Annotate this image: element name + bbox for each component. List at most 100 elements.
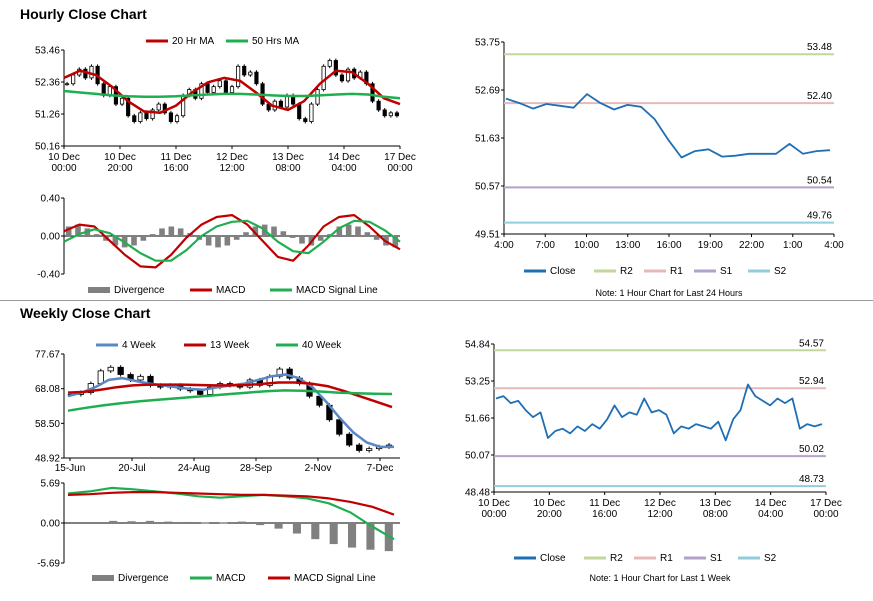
weekly-price-xtick-label: 2-Nov: [305, 463, 332, 474]
weekly-close-xtick-label: 11 Dec 16:00: [589, 498, 620, 520]
hourly-close-xtick-label: 4:00: [494, 240, 514, 251]
weekly-macd-series-ma_red: [67, 491, 395, 516]
weekly-price-candle-body: [107, 366, 114, 372]
hourly-close-legend-close-label: Close: [550, 266, 576, 277]
hourly-macd-divergence-bar: [205, 236, 212, 246]
hourly-price-candle-body: [248, 71, 253, 76]
hourly-price-candle-body: [297, 103, 302, 120]
hourly-macd-series-ma_green: [63, 219, 401, 262]
weekly-close-xtick-label: 12 Dec 12:00: [644, 498, 676, 520]
hourly-price-candle-body: [327, 60, 332, 67]
weekly-close-level-label-r1: 52.94: [799, 376, 824, 387]
weekly-macd-divergence-bar: [237, 521, 246, 523]
hourly-macd-series-ma_red: [63, 214, 401, 269]
hourly-close-ytick-label: 51.63: [475, 134, 500, 145]
hourly-price-candle-body: [388, 112, 393, 117]
hourly-price-candle-body: [132, 115, 137, 122]
hourly-price-legend-20hr-label: 20 Hr MA: [172, 36, 215, 47]
hourly-price-candle-body: [309, 103, 314, 122]
hourly-close-ytick-label: 49.51: [475, 230, 500, 241]
hourly-price-candle-body: [315, 89, 320, 105]
hourly-close-xtick-label: 16:00: [656, 240, 681, 251]
hourly-price-legend-50hr-label: 50 Hrs MA: [252, 36, 300, 47]
weekly-price-ytick-label: 58.50: [35, 419, 60, 430]
hourly-price-candle-body: [150, 109, 155, 120]
hourly-macd-divergence-bar: [299, 236, 305, 244]
weekly-price-candle-body: [366, 448, 373, 451]
hourly-price-candle-body: [138, 112, 143, 122]
hourly-price-ytick-label: 50.16: [35, 142, 60, 153]
hourly-price-candle-body: [242, 65, 247, 76]
weekly-close-legend-r2-label: R2: [610, 553, 623, 564]
hourly-price-candle-body: [376, 100, 381, 111]
hourly-macd-divergence-bar: [355, 226, 361, 236]
hourly-close-close-line: [505, 93, 831, 159]
weekly-price-xtick-label: 7-Dec: [367, 463, 394, 474]
hourly-price-candle-body: [205, 83, 210, 93]
weekly-price-series-ma_green: [67, 389, 393, 412]
hourly-macd-divergence-bar: [131, 236, 137, 246]
weekly-price-series-ma_red: [67, 381, 393, 409]
weekly-price-xtick-label: 15-Jun: [55, 463, 86, 474]
hourly-section-title: Hourly Close Chart: [20, 6, 147, 22]
weekly-macd-legend-divergence-label: Divergence: [118, 573, 169, 584]
hourly-macd-legend-divergence-label: Divergence: [114, 285, 165, 296]
weekly-macd-divergence-bar: [292, 523, 301, 534]
hourly-macd-ytick-label: 0.00: [41, 232, 61, 243]
hourly-price-xtick-label: 12 Dec 12:00: [216, 152, 248, 174]
weekly-price-candle-body: [356, 444, 363, 451]
weekly-close-legend-close-label: Close: [540, 553, 566, 564]
hourly-price-candle-body: [345, 68, 351, 82]
hourly-close-ytick-label: 50.57: [475, 182, 500, 193]
hourly-price-candle-body: [339, 74, 345, 82]
hourly-price-candle-body: [229, 86, 235, 93]
hourly-price-candle-body: [162, 103, 167, 114]
hourly-close-ytick-label: 53.75: [475, 38, 500, 49]
hourly-close-legend-s2-label: S2: [774, 266, 787, 277]
hourly-close-level-label-s2: 49.76: [807, 211, 832, 222]
weekly-close-xtick-label: 10 Dec 00:00: [478, 498, 510, 520]
hourly-close-xtick-label: 13:00: [615, 240, 640, 251]
weekly-close-level-label-s1: 50.02: [799, 444, 824, 455]
hourly-price-candle-body: [321, 65, 326, 90]
hourly-price-ytick-label: 53.46: [35, 46, 60, 57]
hourly-close-level-label-s1: 50.54: [807, 175, 832, 186]
weekly-macd-ytick-label: 5.69: [41, 479, 61, 490]
hourly-macd-divergence-bar: [149, 234, 156, 236]
hourly-macd-divergence-bar: [336, 226, 343, 236]
weekly-macd-legend-macd-label: MACD: [216, 573, 245, 584]
hourly-macd-ytick-label: 0.40: [41, 194, 61, 205]
hourly-price-xtick-label: 13 Dec 08:00: [272, 152, 304, 174]
hourly-macd-divergence-bar: [233, 236, 240, 240]
hourly-close-xtick-label: 22:00: [739, 240, 764, 251]
hourly-price-candle-body: [382, 109, 387, 117]
weekly-price-ytick-label: 68.08: [35, 384, 60, 395]
weekly-price-candle-body: [346, 433, 353, 446]
hourly-close-legend-r1-label: R1: [670, 266, 683, 277]
hourly-price-candle-body: [71, 74, 76, 85]
hourly-price-candle-body: [394, 112, 400, 117]
hourly-price-candle-body: [223, 80, 228, 93]
weekly-price-candle-body: [137, 375, 144, 381]
hourly-macd-divergence-bar: [271, 226, 277, 236]
hourly-close-xtick-label: 4:00: [824, 240, 844, 251]
weekly-macd-divergence-bar: [348, 523, 357, 548]
weekly-price-xtick-label: 20-Jul: [118, 463, 145, 474]
hourly-price-candle-body: [199, 83, 204, 99]
hourly-macd-divergence-bar: [112, 236, 119, 246]
weekly-close-close-line: [495, 383, 823, 442]
weekly-price-legend-4wk-label: 4 Week: [122, 340, 157, 351]
weekly-close-ytick-label: 54.84: [465, 340, 490, 351]
weekly-close-level-label-s2: 48.73: [799, 474, 824, 485]
weekly-price-candle-body: [336, 419, 343, 435]
weekly-price-ytick-label: 48.92: [35, 454, 60, 465]
hourly-price-xtick-label: 14 Dec 04:00: [328, 152, 360, 174]
weekly-close-legend-s1-label: S1: [710, 553, 723, 564]
weekly-macd-divergence-bar: [219, 522, 228, 524]
hourly-macd-divergence-bar: [140, 236, 147, 241]
hourly-close-note: Note: 1 Hour Chart for Last 24 Hours: [595, 288, 743, 298]
hourly-price-candle-body: [278, 100, 283, 108]
weekly-close-legend-r1-label: R1: [660, 553, 673, 564]
weekly-macd-legend-divergence-swatch: [92, 575, 114, 581]
hourly-price-candle-body: [211, 86, 216, 93]
